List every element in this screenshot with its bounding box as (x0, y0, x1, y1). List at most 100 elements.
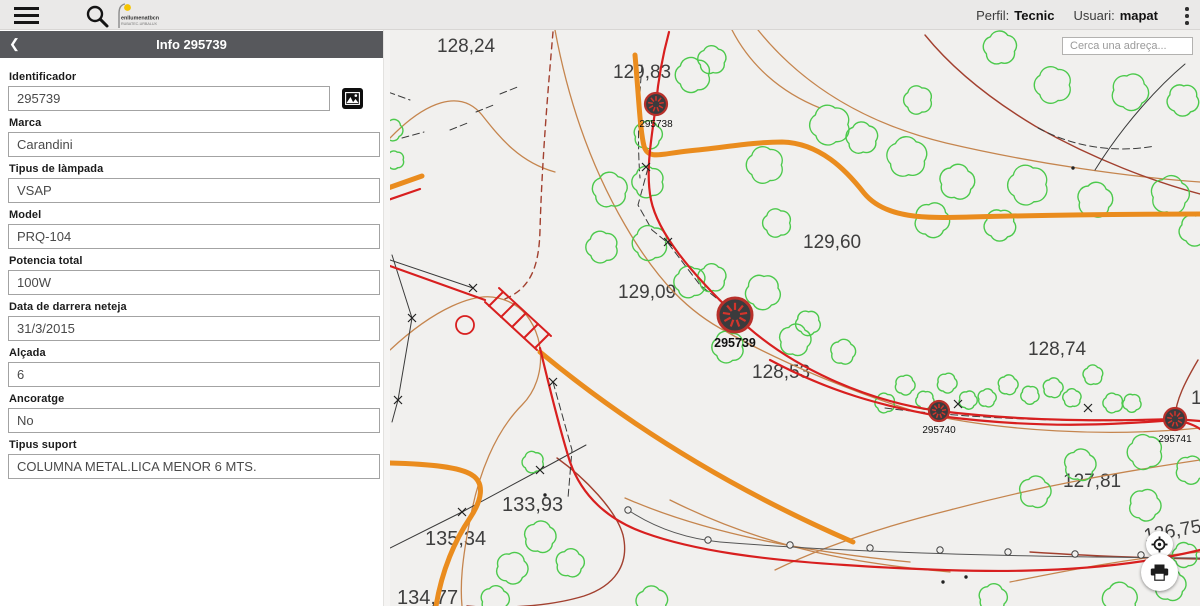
potencia-input[interactable] (8, 270, 380, 295)
elevation-label: 128,24 (437, 36, 496, 57)
survey-line (390, 444, 587, 549)
tree-symbol (1042, 377, 1064, 399)
tree-symbol (1082, 364, 1104, 386)
tree-symbol (635, 585, 669, 606)
survey-line-dashed (449, 85, 521, 131)
field-model: Model (8, 209, 380, 249)
tree-symbol (902, 85, 932, 115)
identificador-input[interactable] (8, 86, 330, 111)
session-info: Perfil: Tecnic Usuari: mapat (976, 0, 1172, 30)
light-marker-295739[interactable]: 295739 (714, 296, 756, 350)
logo-text-2: RUBATEC-URBALUX (121, 22, 158, 26)
crosshair-icon (1151, 536, 1168, 553)
logo-text-1: enllumenatbcn (121, 16, 159, 22)
search-icon[interactable] (84, 3, 110, 29)
tree-symbol (631, 165, 664, 199)
cross-mark (457, 507, 467, 517)
back-button[interactable]: ❮ (9, 36, 20, 51)
survey-line (391, 254, 413, 423)
address-search-input[interactable] (1062, 37, 1193, 55)
tree-symbol (915, 390, 935, 410)
tree-symbol (496, 551, 529, 585)
light-marker-295741[interactable]: 295741 (1158, 406, 1192, 445)
contour-line (624, 497, 911, 563)
cross-mark (1083, 403, 1093, 413)
survey-line (390, 259, 474, 289)
orange-route (632, 52, 1200, 220)
tree-symbol (1129, 488, 1162, 522)
tree-symbol (983, 209, 1017, 242)
tree-symbol (631, 224, 668, 262)
boundary-line (1029, 551, 1200, 560)
map-canvas[interactable]: 128,24 129,83 129,60 129,09 128,53 128,74 127,… (390, 30, 1200, 606)
light-marker-295738[interactable]: 295738 (639, 91, 673, 130)
cross-mark (535, 465, 545, 475)
map-dot (941, 580, 945, 584)
menu-icon[interactable] (14, 7, 40, 24)
kebab-menu-icon[interactable] (1183, 7, 1191, 25)
circuit-line (390, 187, 422, 201)
locate-button[interactable] (1146, 531, 1173, 558)
tree-symbol (480, 585, 510, 606)
map-area: 128,24 129,83 129,60 129,09 128,53 128,74 127,… (390, 30, 1200, 606)
info-panel: ❮ Info 295739 Identificador (0, 30, 390, 606)
map-dot (1071, 166, 1075, 170)
tree-symbol (673, 265, 706, 299)
tree-symbol (978, 583, 1008, 606)
field-label: Model (9, 209, 42, 221)
tree-symbol (390, 150, 405, 170)
tree-symbol (939, 163, 976, 200)
tipus-suport-input[interactable] (8, 454, 380, 479)
fence-post (1137, 551, 1145, 559)
elevation-label: 127,81 (1063, 471, 1121, 492)
field-tipus-suport: Tipus suport (8, 439, 380, 479)
stairs-symbol (500, 302, 516, 318)
stairs-symbol (488, 291, 504, 307)
light-label: 295738 (639, 119, 673, 130)
cross-mark (548, 377, 558, 387)
field-label: Identificador (9, 71, 77, 83)
tree-symbol (711, 330, 744, 364)
alcada-input[interactable] (8, 362, 380, 387)
ancoratge-input[interactable] (8, 408, 380, 433)
elevation-label: 129,09 (618, 282, 676, 303)
neteja-input[interactable] (8, 316, 380, 341)
orange-route (390, 173, 425, 190)
tree-symbol (1020, 385, 1040, 405)
image-icon (345, 92, 360, 105)
fence-post (936, 546, 944, 554)
stairs-symbol (523, 323, 539, 339)
tree-symbol (936, 372, 958, 394)
elevation-label: 128,53 (752, 362, 810, 383)
model-input[interactable] (8, 224, 380, 249)
photo-button[interactable] (342, 88, 363, 109)
tree-symbol (778, 323, 812, 357)
cross-mark (641, 162, 651, 172)
usuari-value: mapat (1119, 7, 1158, 23)
topbar: enllumenatbcn RUBATEC-URBALUX Perfil: Te… (0, 0, 1200, 30)
tree-symbol (1077, 181, 1114, 218)
tree-symbol (591, 171, 628, 208)
fence-line (627, 509, 1200, 559)
perfil-value: Tecnic (1014, 7, 1055, 23)
field-label: Tipus de làmpada (9, 163, 104, 175)
panel-scrollbar[interactable] (383, 30, 390, 606)
usuari-label: Usuari: (1073, 7, 1115, 23)
tree-symbol (1122, 393, 1142, 413)
print-button[interactable] (1141, 554, 1178, 591)
contour-line (757, 30, 1200, 183)
tipus-lampada-input[interactable] (8, 178, 380, 203)
map-dot (964, 575, 968, 579)
light-marker-295740[interactable]: 295740 (922, 399, 956, 436)
field-potencia: Potencia total (8, 255, 380, 295)
field-tipus-lampada: Tipus de làmpada (8, 163, 380, 203)
fence-post (1004, 548, 1012, 556)
tree-symbol (808, 104, 850, 146)
red-circle-symbol (455, 315, 475, 335)
cross-mark (407, 313, 417, 323)
cross-mark (468, 283, 478, 293)
survey-line (1094, 63, 1186, 171)
marca-input[interactable] (8, 132, 380, 157)
stairs-symbol (498, 287, 552, 337)
